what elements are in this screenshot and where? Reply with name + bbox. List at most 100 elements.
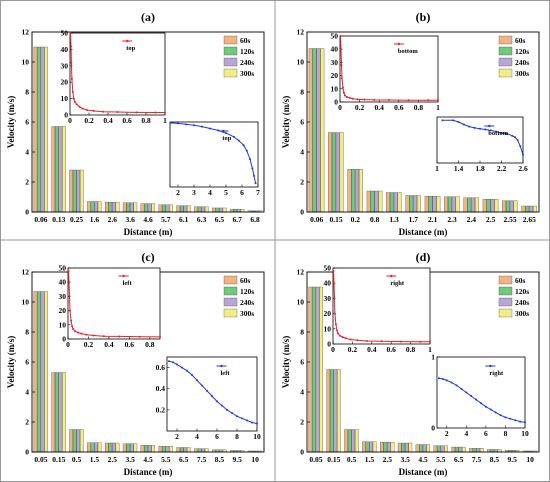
inset-point [342, 86, 344, 88]
y-axis-label: Velocity (m/s) [281, 96, 291, 148]
y-tick-label: 4 [25, 148, 29, 157]
inset-y-tick-label: 20 [61, 78, 69, 87]
bar [194, 449, 197, 452]
bar [109, 443, 112, 452]
legend-label: 300s [515, 69, 529, 78]
inset-point [226, 409, 228, 411]
bar [502, 201, 506, 212]
bar [212, 208, 215, 212]
x-tick-label: 0.15 [327, 455, 340, 464]
inset-point [155, 112, 157, 114]
inset-x-tick-label: 0.6 [394, 103, 404, 112]
inset-chart: 1 1.4 1.8 2.2 2.6bottom [435, 117, 528, 173]
inset-point [186, 370, 188, 372]
bar [337, 370, 340, 453]
inset-point [164, 112, 166, 114]
bar [355, 430, 358, 453]
x-tick-label: 6.7 [233, 215, 243, 224]
inset-y-tick-label: 40 [61, 45, 69, 54]
inset-y-tick-label: 40 [59, 278, 67, 287]
bar [495, 199, 499, 212]
bar [394, 193, 398, 213]
bar [351, 169, 355, 212]
inset-x-tick-label: 1 [163, 116, 167, 125]
bar [127, 203, 130, 212]
inset-point [345, 337, 347, 339]
inset-x-tick-label: 0.6 [387, 345, 397, 354]
inset-point [388, 99, 390, 101]
inset-point [352, 98, 354, 100]
inset-chart: 0 0.2 0.4 0.6 0.801020304050left [59, 264, 162, 350]
bar [34, 292, 37, 453]
inset-x-tick-label: 2 [175, 432, 179, 441]
inset-y-tick-label: 0.6 [156, 363, 166, 372]
y-tick-label: 2 [300, 178, 304, 187]
inset-point [441, 119, 443, 121]
inset-point [339, 35, 341, 37]
inset-point [251, 422, 253, 424]
legend-swatch [499, 309, 512, 317]
inset-point [71, 325, 73, 327]
x-tick-label: 5.5 [436, 455, 446, 464]
inset-point [103, 335, 105, 337]
inset-point [343, 92, 345, 94]
inset-point [366, 340, 368, 342]
bar [433, 196, 437, 212]
inset-x-tick-label: 3 [192, 188, 196, 197]
x-tick-label: 0.06 [34, 215, 47, 224]
bar [409, 443, 412, 452]
bar [187, 206, 190, 212]
inset-x-tick-label: 4 [195, 432, 199, 441]
y-tick-label: 4 [300, 388, 304, 397]
inset-x-tick-label: 10 [521, 429, 529, 438]
bar [417, 196, 421, 213]
inset-point [171, 122, 173, 124]
legend-swatch [499, 287, 512, 295]
bar [416, 445, 419, 453]
bar [448, 197, 452, 212]
bar [413, 196, 417, 213]
inset-legend-marker [488, 125, 490, 127]
x-tick-label: 2.5 [108, 455, 118, 464]
bar [77, 430, 80, 453]
inset-point [458, 121, 460, 123]
bar [166, 446, 169, 452]
x-tick-label: 2.5 [383, 455, 393, 464]
inset-point [251, 167, 253, 169]
legend-swatch [499, 58, 512, 66]
inset-point [81, 107, 83, 109]
inset-y-tick-label: 10 [59, 320, 67, 329]
bar [127, 444, 130, 452]
bar [109, 202, 112, 212]
x-tick-label: 1.3 [389, 215, 399, 224]
inset-point [233, 136, 235, 138]
bar [52, 127, 55, 213]
inset-y-tick-label: 40 [324, 279, 332, 288]
inset-point [206, 390, 208, 392]
inset-legend-label: right [489, 370, 504, 377]
y-tick-label: 12 [297, 268, 305, 277]
x-tick-label: 5.7 [161, 215, 171, 224]
inset-point [69, 310, 71, 312]
bar [41, 292, 44, 453]
x-tick-label: 10 [251, 455, 259, 464]
x-tick-label: 2.6 [108, 215, 118, 224]
inset-point [93, 334, 95, 336]
y-tick-label: 12 [22, 268, 30, 277]
x-axis-label: Distance (m) [124, 467, 173, 477]
inset-y-tick-label: 0 [64, 111, 68, 120]
inset-x-tick-label: 1.8 [475, 164, 485, 173]
bar [105, 202, 108, 212]
bar [475, 198, 479, 212]
legend-label: 240s [240, 298, 254, 307]
x-axis-label: Distance (m) [399, 227, 448, 237]
x-tick-label: 6.8 [250, 215, 260, 224]
bar [483, 199, 487, 212]
bar [409, 196, 413, 213]
inset-point [246, 419, 248, 421]
y-tick-label: 0 [300, 208, 304, 217]
inset-point [172, 361, 174, 363]
bar [98, 202, 101, 213]
legend-label: 120s [515, 287, 529, 296]
bar [398, 193, 402, 213]
